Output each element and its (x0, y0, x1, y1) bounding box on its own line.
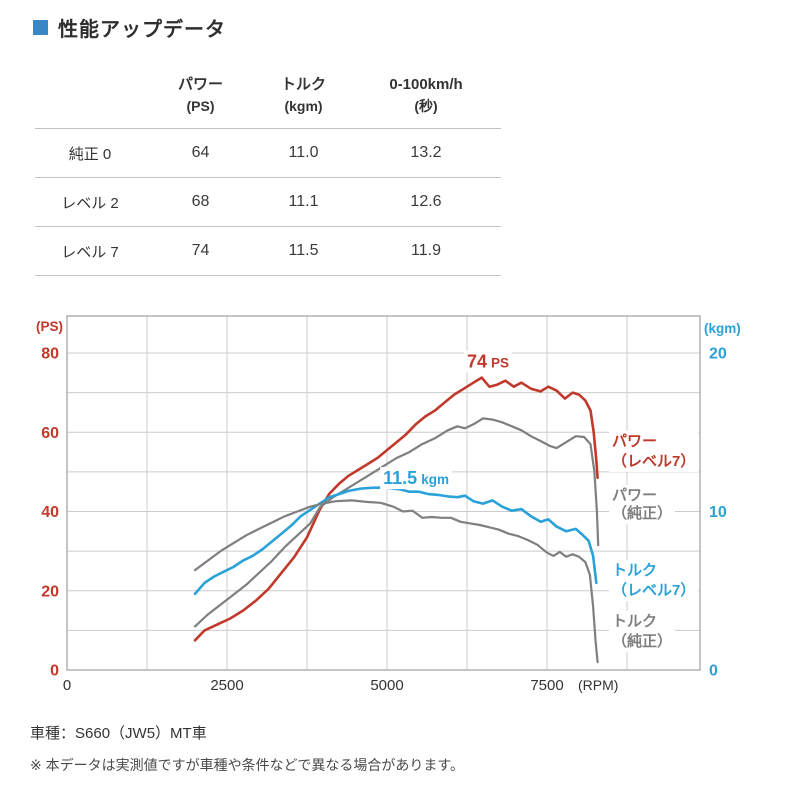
table-row: レベル 2 68 11.1 12.6 (35, 177, 501, 227)
table-cell: 11.0 (288, 144, 319, 161)
annotation-bg (380, 467, 452, 490)
table-cell: 11.1 (288, 193, 319, 210)
x-axis-tick: 5000 (370, 677, 403, 694)
curve-torque-stock (193, 499, 599, 664)
legend-torque-stock: トルク （純正） (609, 611, 676, 652)
legend-torque-level7-text: （レベル7） (612, 581, 695, 599)
legend-power-stock-text: パワー (612, 487, 657, 504)
row-label: 純正 0 (68, 145, 112, 163)
x-axis-unit-label: (RPM) (578, 677, 618, 693)
annotation-peak-power: 74 PS (464, 350, 513, 373)
legend-power-stock-text: （純正） (612, 504, 672, 522)
x-axis-tick: 0 (63, 677, 71, 694)
table-cell: 74 (191, 242, 210, 259)
spec-table-body: 純正 0 64 11.0 13.2 レベル 2 68 11.1 12.6 レベル 7 74 11.5… (35, 128, 501, 276)
legend-torque-level7-bg (609, 560, 699, 601)
legend-power-stock: パワー（純正） (609, 485, 676, 524)
row-label: レベル 2 (61, 194, 119, 212)
curve-power-stock (193, 417, 600, 628)
y-axis-left-tick: 60 (41, 425, 59, 442)
legend-power-level7-text: パワー (612, 433, 657, 450)
performance-chart-svg: (PS) (kgm) 0 20 40 60 80 0 10 20 0 2500 5000 7500 (RPM… (36, 315, 741, 694)
table-row: レベル 7 74 11.5 11.9 (35, 226, 501, 276)
legend-torque-stock-text: トルク (612, 613, 657, 630)
annotation-unit: PS (491, 356, 509, 371)
table-cell: 11.5 (288, 242, 319, 259)
col-header-empty (35, 62, 145, 129)
legend-power-stock-bg (609, 485, 676, 524)
legend-torque-level7-text: トルク (612, 562, 657, 579)
table-cell: 68 (191, 193, 210, 210)
annotation-peak-torque: 11.5 kgm (380, 467, 452, 490)
annotation-value: 11.5 kgm (383, 468, 449, 488)
page-title: 性能アップデータ (58, 19, 226, 41)
curve-torque-level7 (193, 486, 598, 596)
y-axis-left-unit-label: (PS) (36, 319, 63, 334)
footnote: ※ 本データは実測値ですが車種や条件などで異なる場合があります。 (30, 757, 464, 773)
annotation-unit: kgm (421, 472, 449, 487)
y-axis-left-tick: 0 (50, 663, 59, 680)
title-bullet-square (33, 20, 48, 35)
x-axis-tick: 7500 (530, 677, 563, 694)
legend-torque-level7: トルク （レベル7） (609, 560, 699, 601)
y-axis-right-tick: 20 (709, 346, 727, 363)
table-row: 純正 0 64 11.0 13.2 (35, 128, 501, 178)
col-header-0: パワー (PS) (177, 75, 223, 114)
legend-power-level7-text: （レベル7） (612, 452, 695, 470)
legend-power-level7: パワー （レベル7） (609, 431, 699, 472)
legend-power-level7-bg (609, 431, 699, 472)
y-axis-left-tick: 20 (41, 583, 59, 600)
spec-table-header: パワー (PS) トルク (kgm) 0-100km/h (秒) (35, 62, 501, 129)
spec-table: パワー (PS) トルク (kgm) 0-100km/h (秒) 純正 0 64 11.0 13… (35, 62, 501, 276)
curve-power-level7 (193, 376, 599, 642)
table-cell: 12.6 (410, 193, 442, 210)
table-cell: 13.2 (410, 144, 442, 161)
performance-chart: (PS) (kgm) 0 20 40 60 80 0 10 20 0 2500 5000 7500 (RPM… (0, 300, 794, 700)
table-cell: 11.9 (411, 242, 441, 259)
y-axis-left-tick: 80 (41, 346, 59, 363)
page-header: 性能アップデータ (33, 13, 226, 42)
col-header-1: トルク (kgm) (280, 75, 326, 114)
y-axis-left-tick: 40 (41, 504, 59, 521)
y-axis-right-tick: 0 (709, 663, 718, 680)
legend-torque-stock-bg (609, 611, 676, 652)
plot-frame (66, 315, 701, 671)
y-axis-right-tick: 10 (709, 504, 727, 521)
vehicle-info: 車種：S660（JW5）MT車 (30, 725, 207, 742)
table-cell: 64 (191, 144, 210, 161)
x-axis-tick: 2500 (210, 677, 243, 694)
row-label: レベル 7 (61, 243, 119, 261)
annotation-bg (464, 350, 513, 373)
legend-torque-stock-text: （純正） (612, 632, 672, 650)
col-header-2: 0-100km/h (秒) (389, 75, 463, 114)
y-axis-right-unit-label: (kgm) (704, 321, 741, 336)
